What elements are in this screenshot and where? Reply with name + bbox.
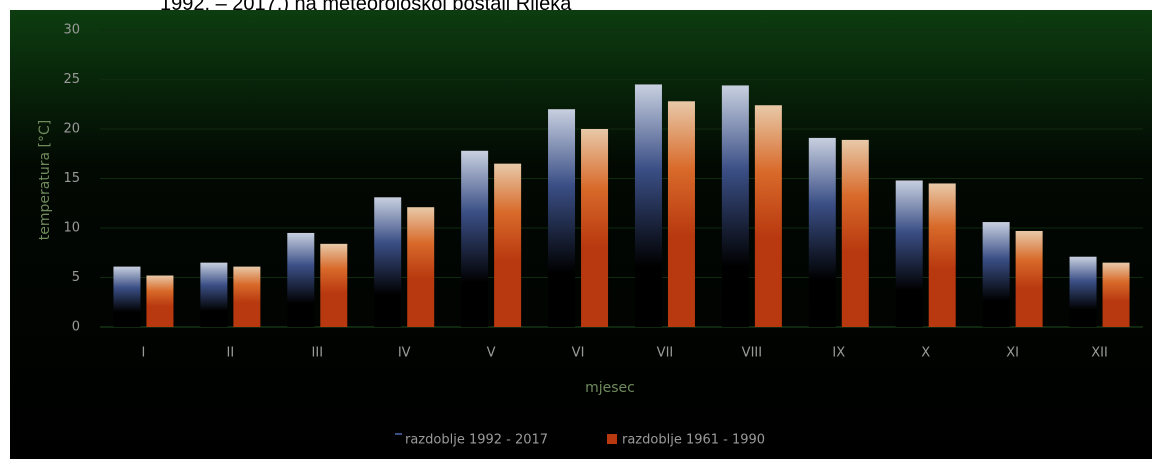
- bar: [461, 150, 489, 327]
- bar: [1015, 230, 1043, 327]
- bar: [721, 85, 749, 327]
- y-axis-title: temperatura [°C]: [37, 120, 53, 240]
- x-tick-label: VII: [657, 346, 674, 361]
- x-tick-label: I: [142, 346, 146, 361]
- bar: [320, 243, 348, 327]
- bar: [841, 139, 869, 327]
- bar: [287, 232, 315, 327]
- chart-background: [10, 10, 1152, 459]
- bar: [581, 129, 609, 327]
- x-tick-label: X: [921, 346, 930, 361]
- bar: [548, 109, 576, 327]
- x-tick-label: III: [312, 346, 324, 361]
- legend-label: razdoblje 1961 - 1990: [622, 433, 765, 448]
- bar: [200, 262, 228, 327]
- bar: [808, 137, 836, 327]
- x-tick-label: IV: [398, 346, 411, 361]
- y-tick-label: 0: [72, 320, 80, 335]
- y-tick-label: 15: [63, 171, 80, 186]
- x-tick-label: V: [487, 346, 496, 361]
- legend-marker: [607, 434, 617, 444]
- y-tick-label: 20: [63, 122, 80, 137]
- x-tick-label: II: [227, 346, 235, 361]
- y-tick-label: 5: [72, 270, 80, 285]
- bar: [754, 105, 782, 328]
- x-tick-label: XI: [1006, 346, 1019, 361]
- x-tick-label: IX: [832, 346, 845, 361]
- y-tick-label: 25: [63, 72, 80, 87]
- bar: [407, 207, 435, 327]
- bar: [667, 101, 695, 327]
- bar: [634, 84, 662, 327]
- bar: [113, 266, 141, 327]
- bar: [1102, 262, 1130, 327]
- y-tick-label: 10: [63, 221, 80, 236]
- legend-label: razdoblje 1992 - 2017: [405, 433, 548, 448]
- bar: [146, 275, 174, 327]
- x-axis-title: mjesec: [585, 380, 635, 396]
- bar: [982, 222, 1010, 327]
- bar: [895, 180, 923, 327]
- legend-marker: [395, 433, 402, 435]
- x-tick-label: VIII: [742, 346, 762, 361]
- bar: [1069, 256, 1097, 327]
- bar: [374, 197, 402, 327]
- x-tick-label: VI: [572, 346, 585, 361]
- bar: [233, 266, 261, 327]
- bar: [494, 163, 522, 327]
- y-tick-label: 30: [63, 23, 80, 38]
- bar: [928, 183, 956, 327]
- x-tick-label: XII: [1091, 346, 1108, 361]
